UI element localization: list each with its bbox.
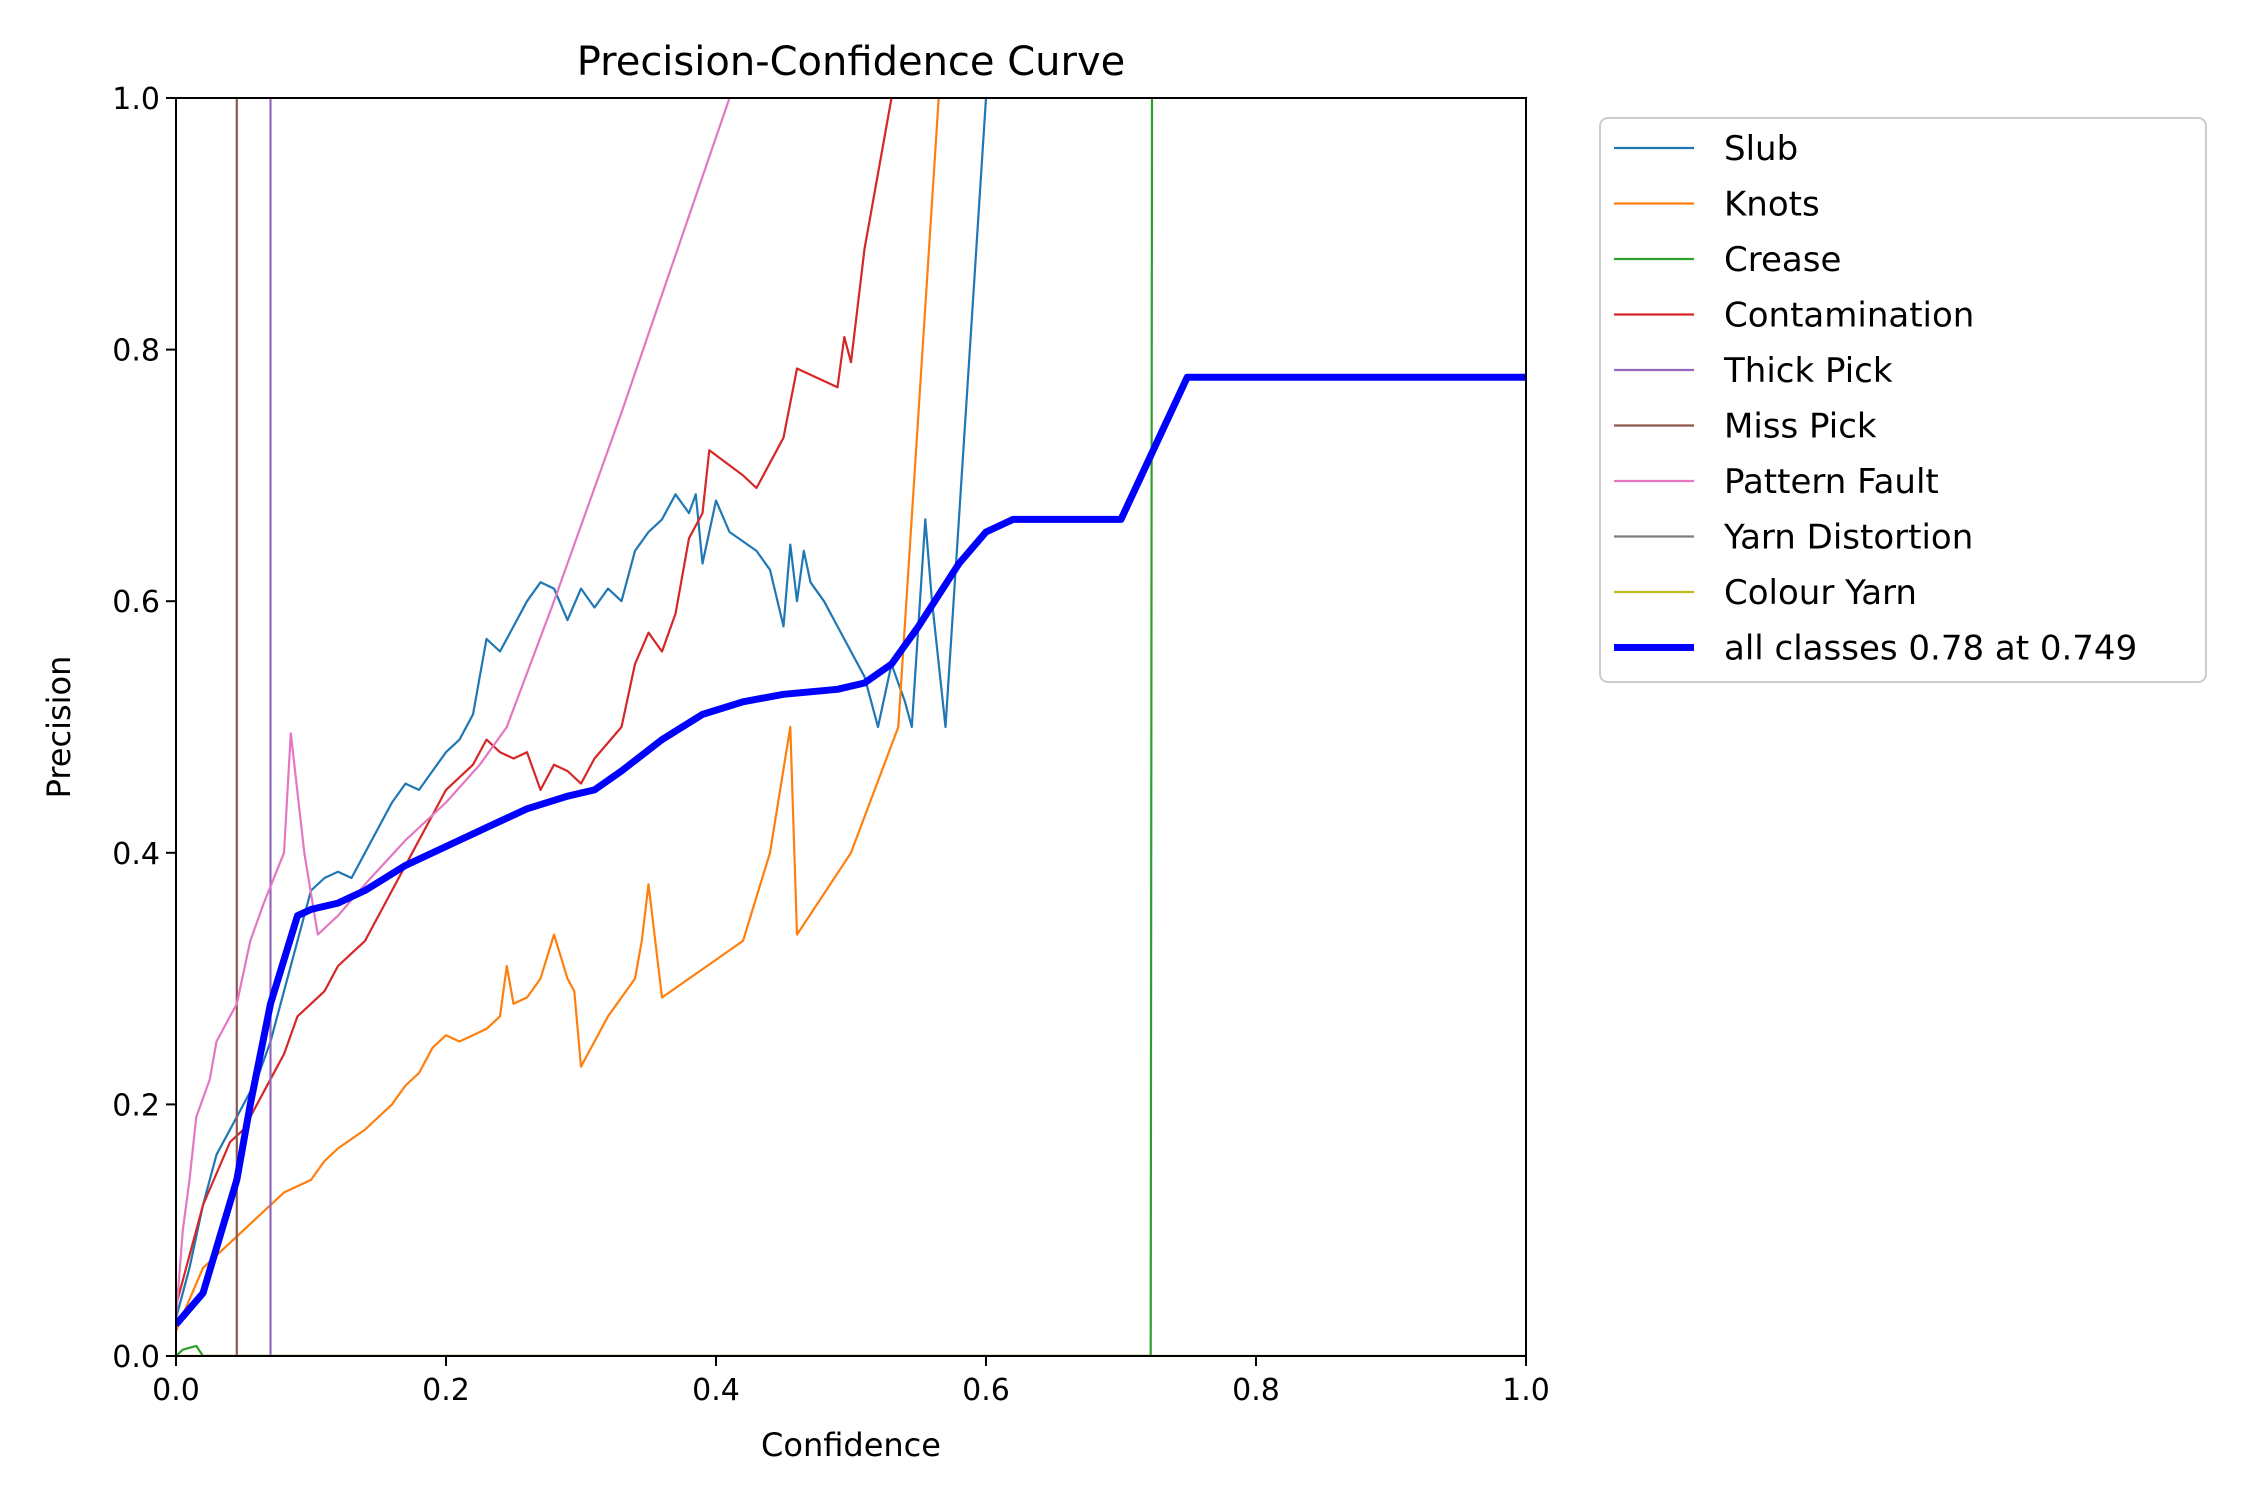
legend-label-contamination: Contamination (1724, 296, 1974, 336)
series-line-knots (176, 98, 940, 1332)
legend-label-miss-pick: Miss Pick (1724, 407, 1877, 447)
y-axis-label: Precision (40, 656, 78, 799)
series-line-contamination (176, 98, 893, 1306)
series-line-all-classes-0-78-at-0-749 (176, 373, 1526, 1327)
series-layer (176, 98, 1526, 1356)
chart-title: Precision-Confidence Curve (577, 39, 1126, 85)
legend-label-pattern-fault: Pattern Fault (1724, 462, 1939, 502)
y-tick-label: 0.2 (112, 1088, 160, 1123)
legend-label-crease: Crease (1724, 240, 1841, 280)
y-tick-label: 0.6 (112, 585, 160, 620)
plot-frame (175, 97, 1527, 1357)
legend-box (1599, 117, 2207, 683)
x-tick-label: 0.4 (692, 1373, 740, 1408)
series-line-slub (176, 98, 988, 1319)
x-tick-label: 1.0 (1502, 1373, 1550, 1408)
series-line-pattern-fault (176, 98, 731, 1319)
y-tick-label: 0.8 (112, 334, 160, 369)
y-tick-label: 1.0 (112, 82, 160, 117)
legend-label-knots: Knots (1724, 185, 1820, 225)
x-axis-ticks: 0.0 0.2 0.4 0.6 0.8 1.0 (152, 1356, 1550, 1408)
legend-label-thick-pick: Thick Pick (1723, 351, 1893, 391)
y-tick-label: 0.0 (112, 1340, 160, 1375)
legend-label-slub: Slub (1724, 129, 1798, 169)
x-tick-label: 0.2 (422, 1373, 470, 1408)
x-tick-label: 0.8 (1232, 1373, 1280, 1408)
legend-label-colour-yarn: Colour Yarn (1724, 573, 1917, 613)
y-tick-label: 0.4 (112, 837, 160, 872)
series-line-crease (176, 98, 1154, 1356)
legend-items: Slub Knots Crease Contamination Thick Pick Mi… (1614, 129, 2137, 669)
x-tick-label: 0.6 (962, 1373, 1010, 1408)
y-axis-ticks: 0.0 0.2 0.4 0.6 0.8 1.0 (112, 82, 176, 1375)
legend-label-all-classes-0-78-at-0-749: all classes 0.78 at 0.749 (1724, 629, 2137, 669)
x-tick-label: 0.0 (152, 1373, 200, 1408)
legend: Slub Knots Crease Contamination Thick Pick Mi… (1599, 117, 2207, 683)
x-axis-label: Confidence (761, 1426, 941, 1464)
legend-label-yarn-distortion: Yarn Distortion (1723, 518, 1973, 558)
